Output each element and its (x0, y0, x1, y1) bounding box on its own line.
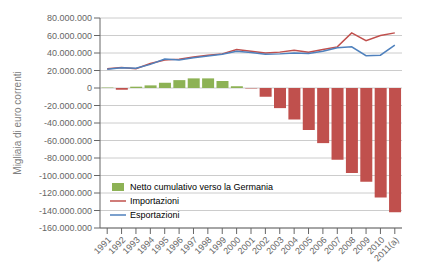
svg-text:2005: 2005 (293, 234, 315, 257)
svg-text:2000: 2000 (221, 234, 243, 257)
svg-text:20.000.000: 20.000.000 (47, 66, 92, 76)
svg-text:2004: 2004 (278, 234, 301, 257)
svg-text:-60.000.000: -60.000.000 (44, 136, 92, 146)
svg-text:-120.000.000: -120.000.000 (39, 188, 92, 198)
svg-text:-40.000.000: -40.000.000 (44, 118, 92, 128)
svg-text:-20.000.000: -20.000.000 (44, 101, 92, 111)
svg-text:1998: 1998 (192, 234, 214, 257)
svg-text:1994: 1994 (135, 234, 157, 257)
html-text:Netto cumulativo verso la Germ: Netto cumulativo verso la Germania (130, 182, 274, 192)
html-text:Esportazioni: Esportazioni (130, 210, 180, 220)
svg-text:2007: 2007 (322, 234, 344, 257)
svg-text:2010: 2010 (365, 234, 387, 257)
svg-text:60.000.000: 60.000.000 (47, 31, 92, 41)
svg-text:-160.000.000: -160.000.000 (39, 223, 92, 233)
svg-text:2001: 2001 (235, 234, 257, 257)
svg-text:2002: 2002 (250, 234, 272, 257)
svg-text:2008: 2008 (336, 234, 358, 257)
svg-text:2003: 2003 (264, 234, 286, 257)
svg-text:1995: 1995 (149, 234, 171, 257)
svg-text:1991: 1991 (91, 234, 114, 257)
svg-text:2006: 2006 (307, 234, 329, 257)
svg-text:2009: 2009 (350, 234, 372, 257)
svg-text:80.000.000: 80.000.000 (47, 13, 92, 23)
svg-text:0: 0 (87, 83, 92, 93)
svg-text:1992: 1992 (106, 234, 128, 257)
svg-text:-140.000.000: -140.000.000 (39, 206, 92, 216)
svg-text:1997: 1997 (178, 234, 200, 257)
svg-text:-100.000.000: -100.000.000 (39, 171, 92, 181)
svg-text:Migliaia di euro correnti: Migliaia di euro correnti (12, 71, 23, 174)
svg-text:1999: 1999 (206, 234, 229, 257)
svg-text:1996: 1996 (163, 234, 185, 257)
svg-text:-80.000.000: -80.000.000 (44, 153, 92, 163)
svg-text:40.000.000: 40.000.000 (47, 48, 92, 58)
svg-text:1993: 1993 (120, 234, 142, 257)
html-text:Importazioni: Importazioni (130, 196, 179, 206)
svg-text:2011(a): 2011(a) (372, 235, 401, 264)
